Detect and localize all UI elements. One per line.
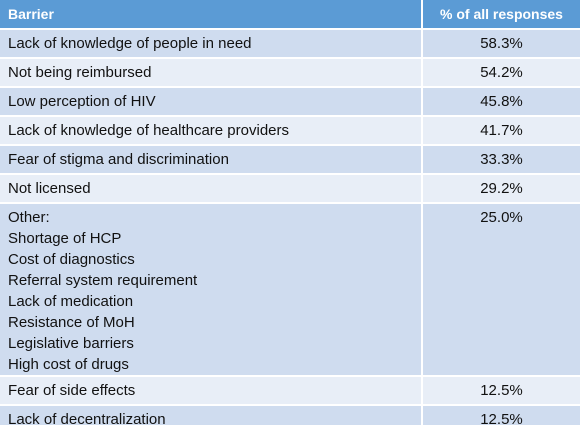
other-item: Lack of medication [8, 293, 134, 310]
table-row: Lack of knowledge of people in need 58.3… [0, 28, 580, 58]
table-row: Not licensed 29.2% [0, 173, 580, 203]
table-row: Low perception of HIV 45.8% [0, 86, 580, 116]
other-label: Other: [8, 209, 50, 226]
percent-cell: 29.2% [422, 173, 580, 203]
barrier-cell: Lack of decentralization [0, 404, 423, 425]
header-percent: % of all responses [422, 0, 580, 29]
table-row: Fear of stigma and discrimination 33.3% [0, 144, 580, 174]
percent-cell: 41.7% [422, 115, 580, 145]
percent-cell: 12.5% [422, 375, 580, 405]
percent-cell: 45.8% [422, 86, 580, 116]
barrier-cell: Not licensed [0, 173, 423, 203]
percent-cell: 58.3% [422, 28, 580, 58]
percent-cell: 54.2% [422, 57, 580, 87]
other-item: Shortage of HCP [8, 230, 122, 247]
table-row: Lack of decentralization 12.5% [0, 404, 580, 425]
barrier-cell: Lack of knowledge of people in need [0, 28, 423, 58]
other-item: Resistance of MoH [8, 314, 135, 331]
table-row: Lack of knowledge of healthcare provider… [0, 115, 580, 145]
barrier-cell: Fear of side effects [0, 375, 423, 405]
other-item: Legislative barriers [8, 335, 134, 352]
table-row: Not being reimbursed 54.2% [0, 57, 580, 87]
other-barrier-cell: Other: Shortage of HCP Cost of diagnosti… [0, 202, 423, 376]
barrier-cell: Not being reimbursed [0, 57, 423, 87]
table-row: Fear of side effects 12.5% [0, 375, 580, 405]
other-item: Cost of diagnostics [8, 251, 135, 268]
other-item: Referral system requirement [8, 272, 198, 289]
table-row-other: Other: Shortage of HCP Cost of diagnosti… [0, 202, 580, 376]
percent-cell: 12.5% [422, 404, 580, 425]
header-barrier: Barrier [0, 0, 423, 29]
percent-cell: 25.0% [422, 202, 580, 376]
barrier-cell: Fear of stigma and discrimination [0, 144, 423, 174]
other-item: High cost of drugs [8, 356, 129, 373]
barrier-cell: Low perception of HIV [0, 86, 423, 116]
table-header-row: Barrier % of all responses [0, 0, 580, 29]
barrier-cell: Lack of knowledge of healthcare provider… [0, 115, 423, 145]
percent-cell: 33.3% [422, 144, 580, 174]
